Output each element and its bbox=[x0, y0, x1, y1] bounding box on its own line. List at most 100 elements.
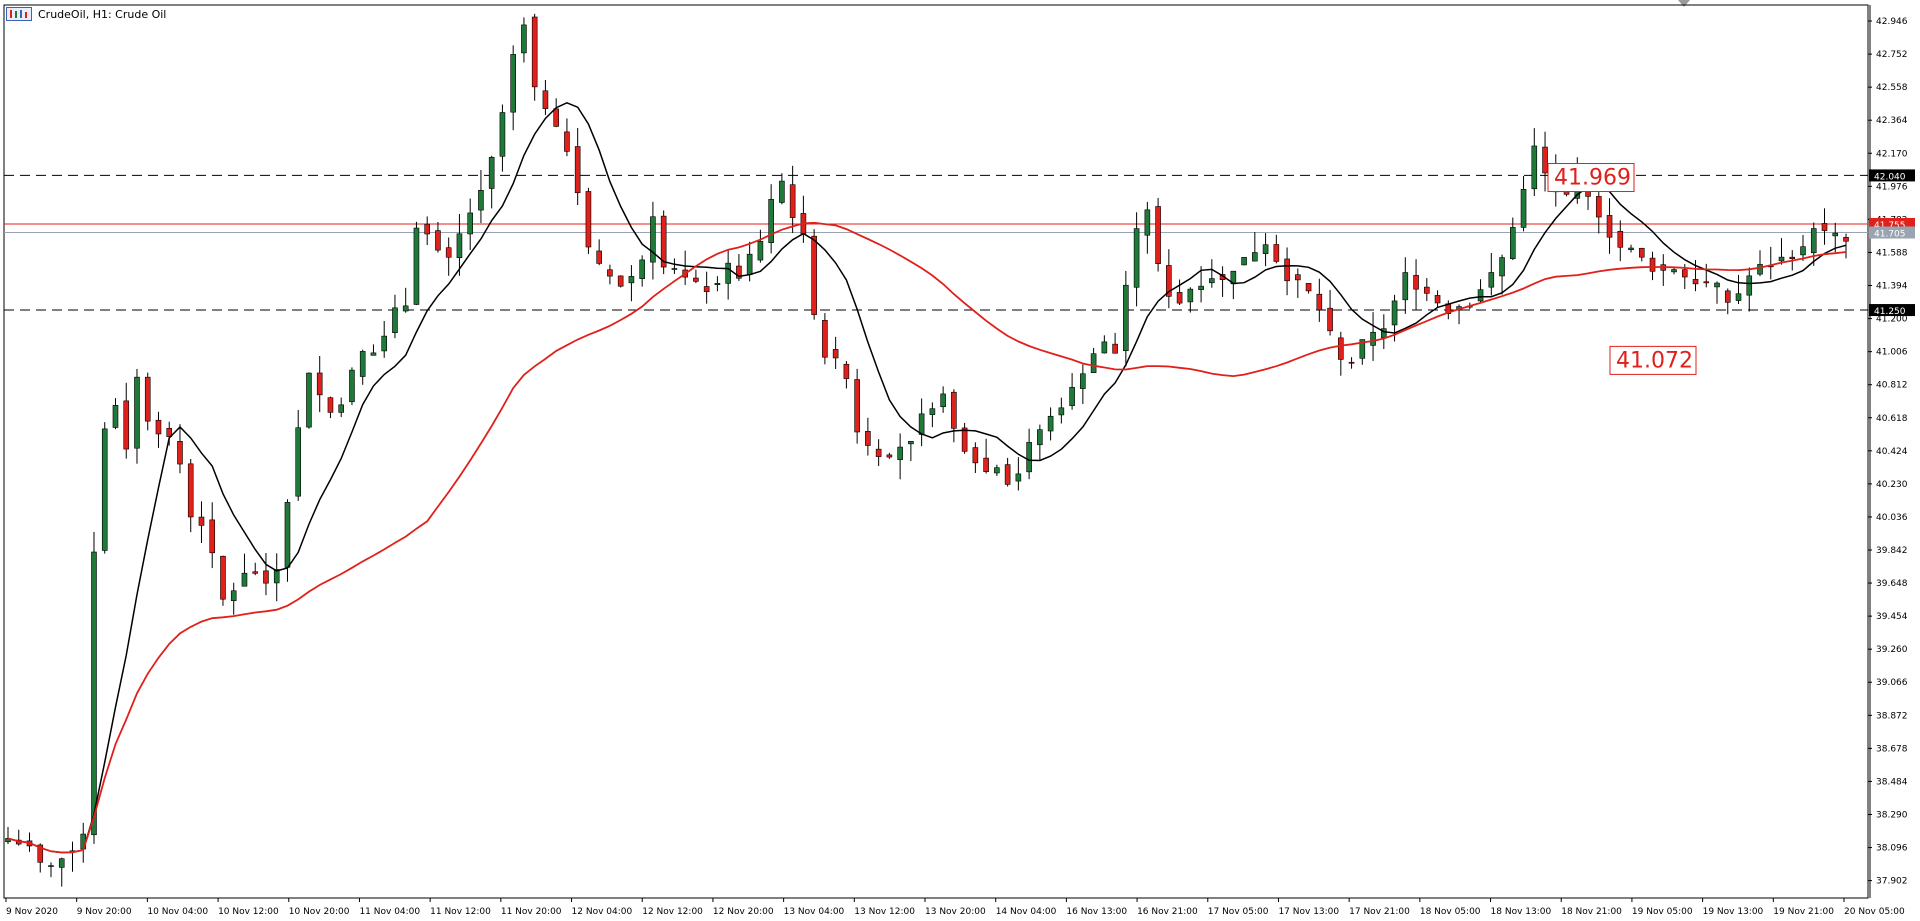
candle-bear[interactable] bbox=[1273, 244, 1280, 262]
candle-bull[interactable] bbox=[1800, 246, 1806, 256]
candle-bear[interactable] bbox=[316, 372, 323, 396]
candle-bull[interactable] bbox=[1101, 341, 1108, 354]
candle-bull[interactable] bbox=[1810, 228, 1817, 254]
candle-bull[interactable] bbox=[134, 376, 140, 449]
candle-bear[interactable] bbox=[564, 131, 570, 152]
candle-bull[interactable] bbox=[413, 227, 420, 305]
candle-bear[interactable] bbox=[585, 191, 592, 248]
candle-bear[interactable] bbox=[1316, 293, 1323, 311]
candle-bull[interactable] bbox=[1714, 282, 1720, 288]
candle-bull[interactable] bbox=[91, 551, 97, 836]
candle-bull[interactable] bbox=[1391, 300, 1398, 326]
candle-bull[interactable] bbox=[1187, 288, 1194, 303]
candle-bull[interactable] bbox=[48, 865, 54, 867]
candle-bear[interactable] bbox=[542, 90, 549, 109]
candle-bull[interactable] bbox=[1252, 252, 1258, 262]
candle-bull[interactable] bbox=[779, 180, 785, 203]
price-annotation-box[interactable] bbox=[1609, 345, 1697, 375]
candle-bull[interactable] bbox=[284, 502, 291, 568]
candle-bear[interactable] bbox=[843, 363, 850, 379]
candle-bear[interactable] bbox=[144, 376, 151, 422]
candle-bull[interactable] bbox=[908, 440, 914, 445]
candle-bear[interactable] bbox=[875, 448, 882, 457]
candle-bull[interactable] bbox=[392, 307, 398, 333]
candle-bull[interactable] bbox=[1628, 247, 1634, 251]
candle-bear[interactable] bbox=[1004, 464, 1011, 485]
candle-bull[interactable] bbox=[1133, 228, 1140, 288]
candle-bull[interactable] bbox=[1520, 189, 1527, 228]
candle-bear[interactable] bbox=[1305, 283, 1312, 292]
candle-bear[interactable] bbox=[1821, 223, 1828, 231]
scroll-marker-icon[interactable] bbox=[1678, 0, 1690, 7]
candle-bull[interactable] bbox=[1359, 339, 1366, 359]
candle-bull[interactable] bbox=[746, 253, 753, 275]
candle-bull[interactable] bbox=[456, 233, 463, 259]
candle-bear[interactable] bbox=[1617, 231, 1624, 248]
candle-bull[interactable] bbox=[488, 156, 495, 189]
candle-bull[interactable] bbox=[1402, 272, 1409, 301]
candle-bear[interactable] bbox=[445, 247, 452, 258]
candle-bear[interactable] bbox=[1295, 274, 1301, 281]
candle-bear[interactable] bbox=[1434, 295, 1441, 304]
candle-bull[interactable] bbox=[359, 351, 366, 377]
candle-bull[interactable] bbox=[639, 259, 645, 279]
candle-bear[interactable] bbox=[1638, 247, 1645, 258]
candle-bear[interactable] bbox=[1681, 269, 1688, 278]
candle-bear[interactable] bbox=[617, 275, 624, 287]
candle-bull[interactable] bbox=[1778, 256, 1785, 262]
candle-bull[interactable] bbox=[929, 408, 936, 415]
candle-bull[interactable] bbox=[628, 276, 635, 284]
candle-bear[interactable] bbox=[123, 400, 130, 450]
candle-bear[interactable] bbox=[1649, 257, 1656, 272]
candle-bear[interactable] bbox=[166, 428, 173, 437]
candle-bull[interactable] bbox=[1499, 257, 1505, 277]
candle-bull[interactable] bbox=[58, 858, 65, 868]
candle-bull[interactable] bbox=[1509, 227, 1516, 260]
candle-bull[interactable] bbox=[1198, 285, 1204, 290]
candle-bear[interactable] bbox=[155, 419, 162, 435]
candle-bear[interactable] bbox=[252, 571, 259, 574]
candle-bull[interactable] bbox=[1262, 244, 1269, 254]
candle-bear[interactable] bbox=[1692, 279, 1699, 285]
candle-bear[interactable] bbox=[1338, 337, 1344, 360]
candle-bear[interactable] bbox=[832, 349, 839, 359]
candle-bear[interactable] bbox=[1843, 237, 1849, 242]
candle-bear[interactable] bbox=[263, 570, 269, 584]
candle-bull[interactable] bbox=[940, 393, 946, 408]
candle-bull[interactable] bbox=[295, 427, 302, 497]
candle-bear[interactable] bbox=[1176, 292, 1183, 304]
candle-bull[interactable] bbox=[714, 283, 721, 286]
candle-bull[interactable] bbox=[650, 216, 656, 263]
candle-bear[interactable] bbox=[1348, 361, 1355, 364]
candle-bear[interactable] bbox=[187, 463, 194, 518]
candle-bear[interactable] bbox=[1166, 265, 1172, 297]
candle-bear[interactable] bbox=[1112, 343, 1118, 354]
candle-bull[interactable] bbox=[338, 404, 345, 413]
candle-bull[interactable] bbox=[306, 372, 312, 428]
candle-bull[interactable] bbox=[381, 335, 387, 352]
candle-bull[interactable] bbox=[994, 467, 1000, 474]
candle-bear[interactable] bbox=[1327, 307, 1333, 332]
candle-bull[interactable] bbox=[499, 112, 506, 157]
candle-bear[interactable] bbox=[693, 277, 699, 282]
candle-bull[interactable] bbox=[1746, 275, 1753, 296]
candle-bull[interactable] bbox=[230, 590, 237, 602]
candle-bear[interactable] bbox=[1724, 290, 1731, 303]
candle-bull[interactable] bbox=[1832, 232, 1839, 237]
candle-bear[interactable] bbox=[1606, 215, 1613, 238]
candle-bull[interactable] bbox=[1531, 145, 1538, 190]
candle-bear[interactable] bbox=[1284, 258, 1290, 282]
candle-bear[interactable] bbox=[553, 108, 559, 127]
candle-bull[interactable] bbox=[5, 838, 11, 843]
candle-bear[interactable] bbox=[220, 555, 226, 600]
candle-bull[interactable] bbox=[241, 572, 248, 587]
candle-bear[interactable] bbox=[736, 265, 742, 279]
candle-bull[interactable] bbox=[1069, 386, 1075, 406]
candle-bull[interactable] bbox=[1477, 289, 1484, 302]
candle-bear[interactable] bbox=[854, 379, 860, 433]
candle-bear[interactable] bbox=[789, 184, 796, 218]
candle-bull[interactable] bbox=[402, 305, 409, 312]
candle-bear[interactable] bbox=[972, 447, 979, 464]
candle-bull[interactable] bbox=[273, 569, 280, 584]
